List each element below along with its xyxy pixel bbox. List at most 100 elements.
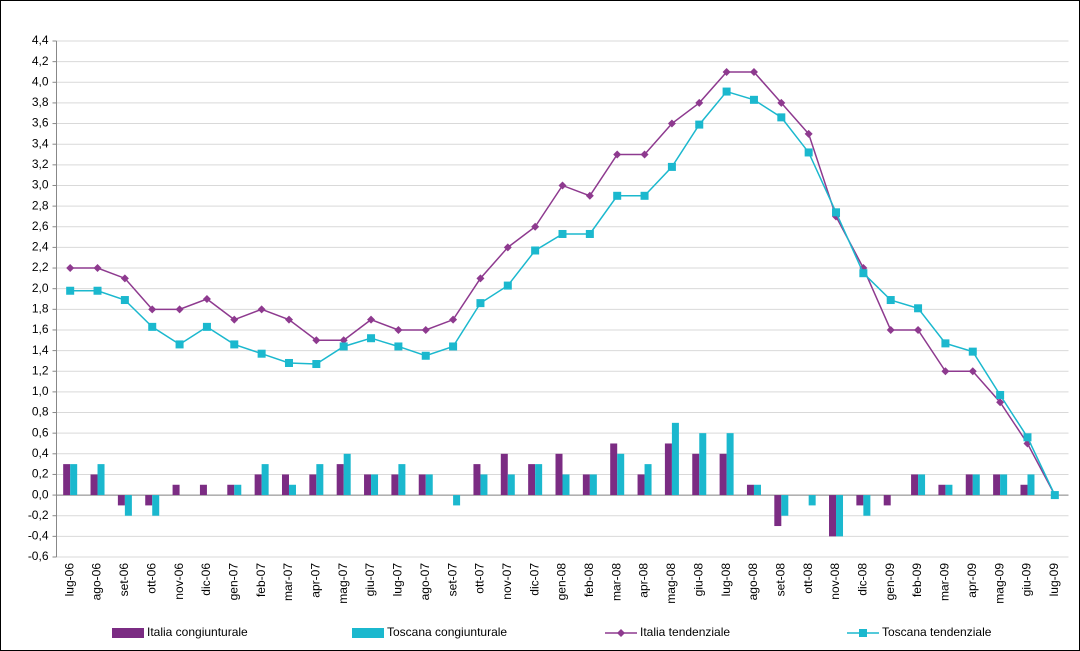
x-tick-label: set-06 [117,563,131,597]
point-marker [585,229,594,238]
x-tick-label: nov-06 [172,563,186,600]
y-tick-label: 2,8 [32,198,49,212]
bar [644,464,652,496]
y-tick-label: 2,4 [32,240,49,254]
point-marker [257,349,266,358]
bar [364,474,372,496]
x-tick-label: ott-06 [144,563,158,594]
bar [117,495,125,506]
x-tick-label: feb-08 [582,563,596,597]
bar [500,453,508,496]
point-marker [312,360,321,369]
x-tick-label: lug-07 [391,563,405,597]
x-tick-label: lug-09 [1047,563,1061,597]
bar [453,495,461,506]
bar [418,474,426,496]
bar [63,464,71,496]
point-marker [613,150,622,159]
y-tick-label: 1,6 [32,322,49,336]
bar [664,443,672,496]
y-tick-label: 2,2 [32,260,49,274]
x-tick-label: gen-07 [226,563,240,601]
x-tick-label: apr-09 [965,563,979,598]
y-tick-label: 3,4 [32,136,49,150]
x-tick-label: mar-09 [938,563,952,601]
bar [473,464,481,496]
point-marker [1023,433,1032,442]
y-tick-label: 4,2 [32,54,49,68]
point-marker [996,390,1005,399]
bar [911,474,919,496]
bar [808,495,816,506]
y-tick-label: 1,4 [32,343,49,357]
point-marker [640,150,649,159]
x-tick-label: dic-06 [199,563,213,596]
y-tick-label: 1,0 [32,384,49,398]
point-marker [804,148,813,157]
bar [172,484,180,496]
bar [856,495,864,506]
x-tick-label: mar-08 [609,563,623,601]
legend-label: Italia tendenziale [640,625,730,639]
bar [726,433,734,496]
point-marker [120,296,129,305]
point-marker [394,342,403,351]
bar [145,495,153,506]
point-marker [476,299,485,308]
y-tick-label: 2,0 [32,281,49,295]
bar [288,484,296,496]
y-tick-label: 4,4 [32,33,49,47]
point-marker [148,322,157,331]
bar [945,484,953,496]
bar [152,495,160,516]
point-marker [449,342,458,351]
bar [70,464,78,496]
y-tick-label: -0,6 [28,549,49,563]
bar [699,433,707,496]
legend-swatch [352,628,384,638]
x-tick-label: mag-07 [336,563,350,604]
x-tick-label: ago-06 [90,563,104,601]
point-marker [120,274,129,283]
bar [993,474,1001,496]
point-marker [996,398,1005,407]
point-marker [312,336,321,345]
bar [535,464,543,496]
x-tick-label: set-08 [773,563,787,597]
point-marker [886,325,895,334]
point-marker [175,305,184,314]
point-marker [1050,491,1059,500]
point-marker [93,286,102,295]
bar [391,474,399,496]
point-marker [503,281,512,290]
x-tick-label: ott-08 [801,563,815,594]
point-marker [284,358,293,367]
x-tick-label: gen-09 [883,563,897,601]
bar [719,453,727,496]
point-marker [832,208,841,217]
bar [1027,474,1035,496]
bar [610,443,618,496]
legend-swatch [112,628,144,638]
bar [261,464,269,496]
point-marker [230,340,239,349]
point-marker [859,269,868,278]
legend-marker [617,629,625,637]
bar [753,484,761,496]
point-marker [230,315,239,324]
bar [774,495,782,527]
point-marker [531,246,540,255]
y-tick-label: 2,6 [32,219,49,233]
bar [528,464,536,496]
bar [836,495,844,537]
bar [227,484,235,496]
point-marker [968,367,977,376]
bar [637,474,645,496]
bar [234,484,242,496]
point-marker [640,191,649,200]
bar [425,474,433,496]
legend-marker [859,629,867,637]
y-tick-label: 4,0 [32,74,49,88]
